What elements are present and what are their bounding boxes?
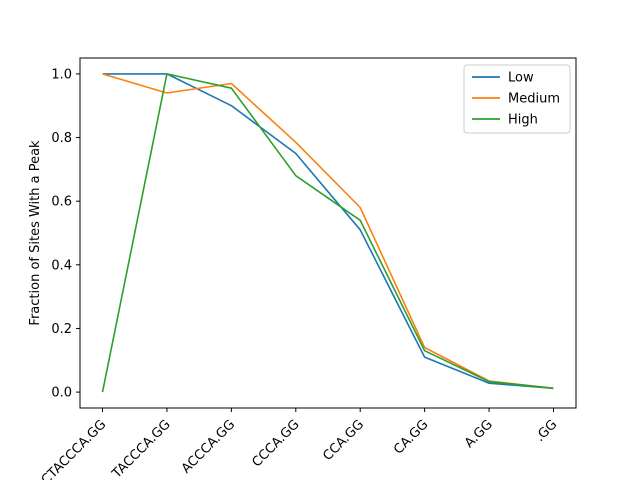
- y-tick-label: 0.8: [51, 131, 72, 146]
- x-tick-label: TACCCA.GG: [109, 417, 174, 480]
- y-axis: 0.0 0.2 0.4 0.6 0.8 1.0: [51, 67, 80, 401]
- x-tick-label: .GG: [533, 417, 561, 445]
- x-tick-label: ACCCA.GG: [179, 417, 238, 476]
- y-tick-label: 0.2: [51, 322, 72, 337]
- series-line-high: [101, 73, 554, 393]
- plot-lines: [101, 73, 554, 393]
- legend-label: Medium: [508, 92, 560, 107]
- y-tick-label: 0.6: [51, 195, 72, 210]
- y-tick-label: 0.4: [51, 258, 72, 273]
- legend-box: [463, 64, 571, 134]
- y-axis-label: Fraction of Sites With a Peak: [28, 140, 43, 326]
- x-tick-label: CTACCCA.GG: [39, 417, 110, 480]
- x-tick-label: CA.GG: [391, 417, 431, 457]
- x-tick-label: CCCA.GG: [249, 417, 302, 470]
- y-tick-label: 1.0: [51, 67, 72, 82]
- plot-frame: [79, 57, 577, 409]
- legend-label: Low: [508, 71, 534, 86]
- legend: Low Medium High: [463, 64, 571, 134]
- legend-label: High: [508, 113, 538, 128]
- y-tick-label: 0.0: [51, 386, 72, 401]
- series-line-medium: [102, 73, 554, 390]
- x-tick-label: A.GG: [462, 417, 496, 451]
- series-line-low: [102, 73, 554, 390]
- x-tick-label: CCA.GG: [320, 417, 367, 464]
- x-axis: CTACCCA.GG TACCCA.GG ACCCA.GG CCCA.GG CCA.GG…: [39, 408, 561, 480]
